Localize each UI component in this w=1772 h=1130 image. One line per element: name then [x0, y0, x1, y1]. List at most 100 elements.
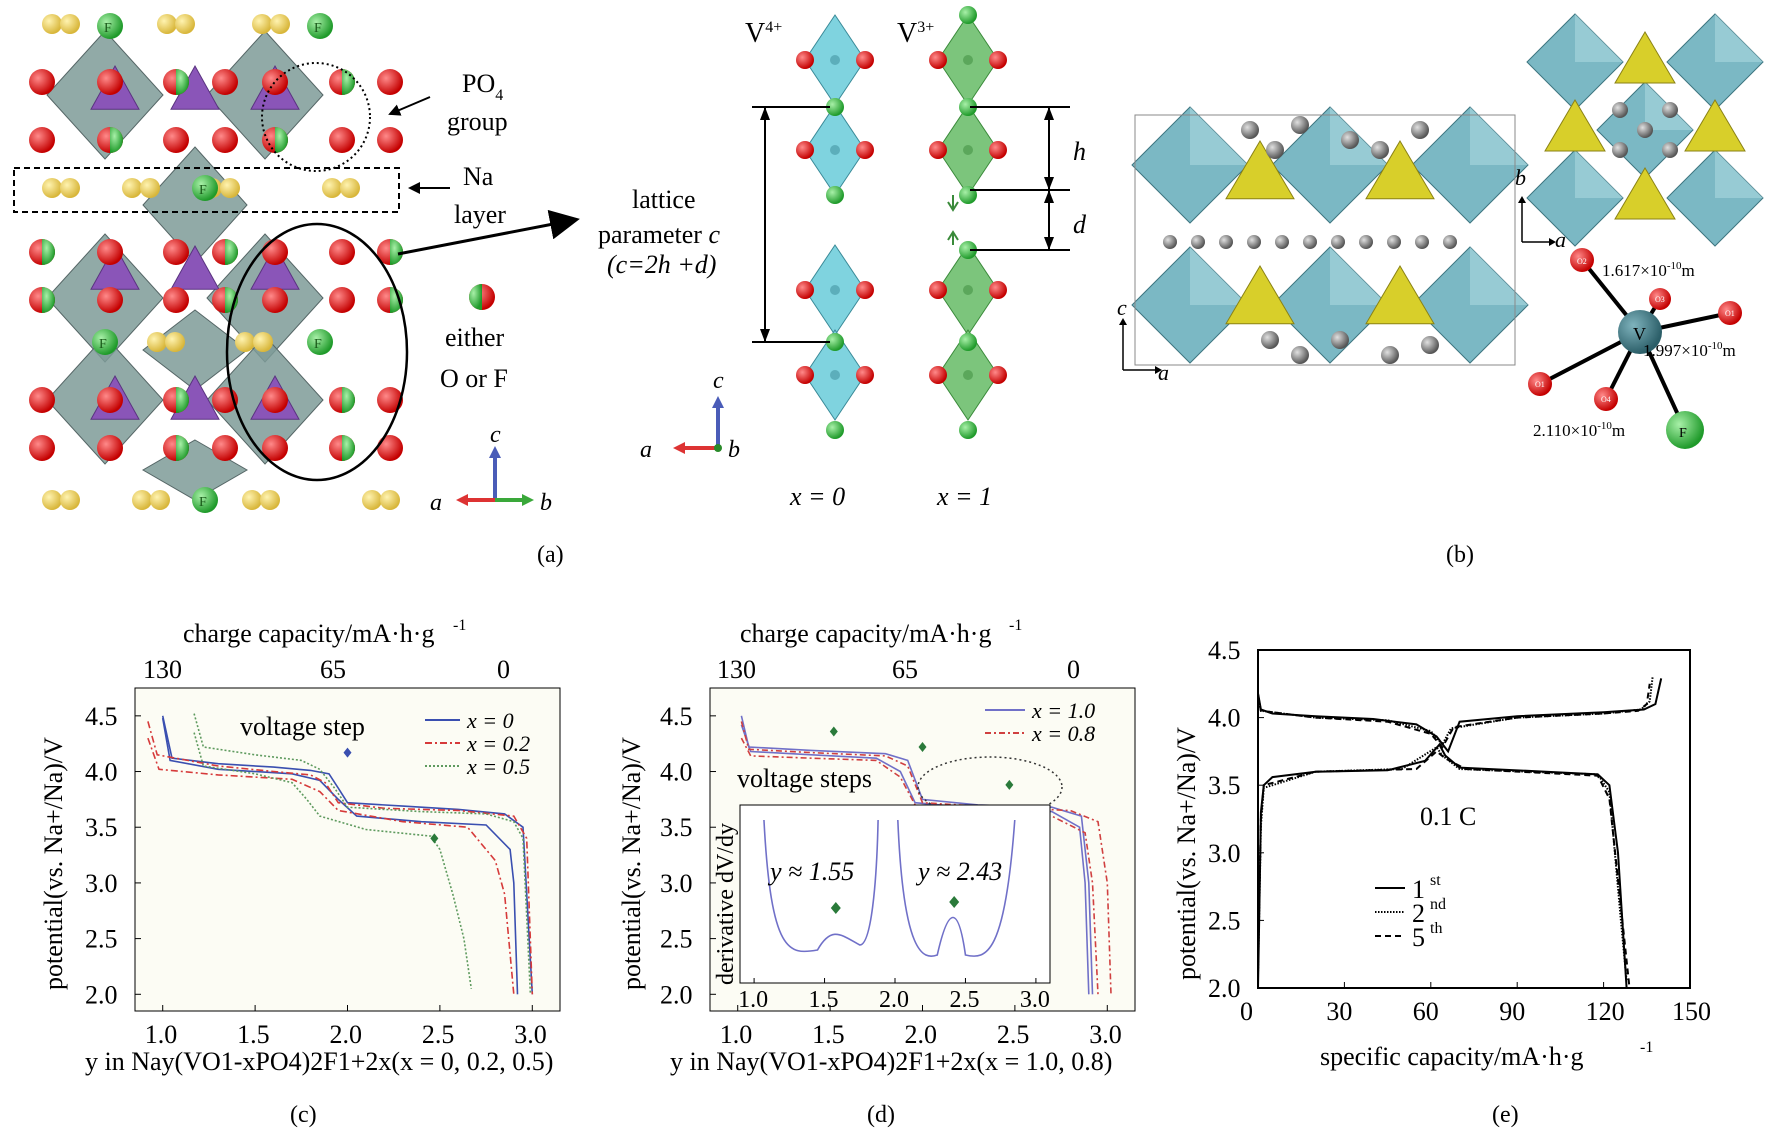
- fluorine-atom: [92, 329, 118, 355]
- b-na-atom: [1291, 116, 1309, 134]
- inset-annotation-left: y ≈ 1.55: [767, 857, 854, 886]
- diamond-marker: [829, 726, 838, 737]
- v-coordination: [1528, 248, 1742, 449]
- top-tick-label: 65: [320, 655, 346, 684]
- na-atom: [362, 490, 382, 510]
- po4-tetrahedron: [170, 244, 220, 290]
- na-atom: [42, 490, 62, 510]
- fluorine-label: F: [199, 183, 207, 198]
- voltage-step-annotation: voltage step: [240, 712, 365, 741]
- na-atom: [220, 178, 240, 198]
- b-na-atom: [1341, 131, 1359, 149]
- chain-atom: [796, 366, 814, 384]
- plot-frame: [1257, 649, 1691, 989]
- mixed-atom-half: [110, 127, 123, 153]
- mixed-atom-half: [342, 387, 355, 413]
- legend-label-sup: st: [1430, 872, 1441, 889]
- oxygen-atom: [29, 69, 55, 95]
- b-na-atom: [1219, 235, 1233, 249]
- mid-axis-b: b: [728, 437, 740, 463]
- oxygen-atom: [212, 127, 238, 153]
- axis-b-label: b: [540, 490, 552, 516]
- b-na-atom: [1247, 235, 1261, 249]
- chain-v-atom: [830, 55, 840, 65]
- o3-label: O3: [1655, 295, 1665, 304]
- x-tick-label: 120: [1586, 997, 1625, 1026]
- axis-c-label: c: [490, 422, 501, 448]
- plot-frame: [134, 687, 561, 1012]
- b-na-atom: [1415, 235, 1429, 249]
- y-tick-label: 4.5: [660, 702, 693, 731]
- panel-a-axes-left: [456, 446, 534, 506]
- x0-label: x = 0: [789, 482, 845, 511]
- mixed-atom-legend: [469, 284, 495, 310]
- na-atom: [322, 178, 342, 198]
- y-axis-label: potential(vs. Na+/Na)/V: [617, 737, 646, 990]
- lattice-text-3: (c=2h +d): [607, 250, 716, 279]
- y-tick-label: 4.5: [1208, 636, 1241, 665]
- b-octahedron-face: [1575, 14, 1623, 62]
- panel-b-axes-main: [1119, 318, 1162, 374]
- panel-a-crystal-structure: F F F F F F: [29, 13, 403, 513]
- po4-group-text: group: [447, 107, 508, 136]
- y-tick-label: 2.0: [85, 980, 118, 1009]
- b-na-atom: [1266, 141, 1284, 159]
- legend-label-sup: th: [1430, 920, 1442, 937]
- f-label: F: [1679, 426, 1687, 441]
- b-octahedron-face: [1470, 247, 1528, 305]
- inset-x-tick-label: 2.0: [879, 987, 909, 1013]
- chain-atom: [826, 98, 844, 116]
- x-tick-label: 2.0: [905, 1020, 938, 1049]
- fluorine-label: F: [199, 495, 207, 510]
- mixed-atom-half: [390, 287, 403, 313]
- y-tick-label: 4.0: [1208, 704, 1241, 733]
- series-line: [147, 737, 515, 995]
- x-tick-label: 1.0: [720, 1020, 753, 1049]
- legend-label: 1: [1412, 875, 1425, 904]
- b-na-atom: [1387, 235, 1401, 249]
- b-octahedron-face: [1715, 14, 1763, 62]
- b-na-atom: [1411, 121, 1429, 139]
- b-tetrahedron: [1365, 140, 1435, 200]
- series-line: [740, 721, 1112, 995]
- b-na-atom: [1612, 102, 1628, 118]
- chain-atom: [959, 421, 977, 439]
- na-atom: [235, 332, 255, 352]
- na-atom: [140, 178, 160, 198]
- fluorine-atom: [97, 13, 123, 39]
- diamond-marker: [918, 742, 927, 753]
- d-label: d: [1073, 210, 1087, 239]
- y-axis-label: potential(vs. Na+/Na)/V: [1172, 727, 1201, 980]
- oxygen-atom: [377, 387, 403, 413]
- chart-d: 2.0 2.5 3.0 3.5 4.0 4.5 1.0 1.5 2.0 2.5 3.0 charge …: [617, 617, 1136, 1128]
- b-axis-c: c: [1117, 295, 1127, 320]
- b-tetrahedron: [1684, 99, 1746, 152]
- b-octahedron-face: [1715, 150, 1763, 198]
- fluorine-label: F: [99, 337, 107, 352]
- o-or-f-text: O or F: [440, 364, 508, 393]
- chain-atom: [856, 281, 874, 299]
- inset-y-label: derivative dV/dy: [713, 823, 739, 985]
- chain-atom: [856, 366, 874, 384]
- na-atom: [60, 490, 80, 510]
- oxygen-atom: [97, 387, 123, 413]
- chain-atom: [796, 51, 814, 69]
- oxygen-atom: [212, 69, 238, 95]
- series-line: [161, 715, 534, 995]
- chain-v-atom: [963, 55, 973, 65]
- oxygen-atom: [163, 127, 189, 153]
- series-line: [1257, 750, 1631, 989]
- oxygen-atom: [163, 239, 189, 265]
- chain-atom: [959, 98, 977, 116]
- b-na-atom: [1662, 102, 1678, 118]
- top-tick-label: 130: [717, 655, 756, 684]
- vanadium-chains: [796, 6, 1007, 439]
- x-tick-label: 1.0: [145, 1020, 178, 1049]
- oxygen-atom: [97, 435, 123, 461]
- y-tick-label: 3.5: [1208, 771, 1241, 800]
- inset-curve: [763, 819, 879, 953]
- series-line: [1257, 676, 1654, 747]
- oxygen-atom: [329, 239, 355, 265]
- b-na-atom: [1331, 331, 1349, 349]
- b-na-atom: [1421, 336, 1439, 354]
